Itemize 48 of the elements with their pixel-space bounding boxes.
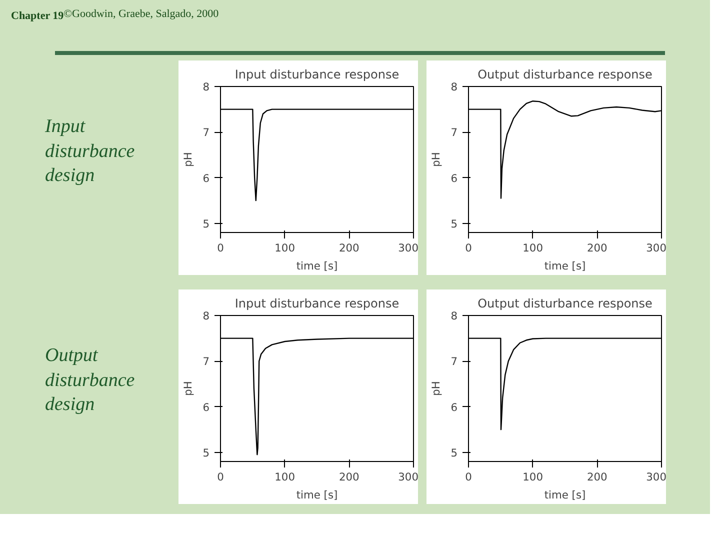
x-tick-label: 300 (646, 470, 667, 484)
x-axis-title: time [s] (296, 488, 338, 502)
x-tick-label: 200 (338, 470, 360, 484)
x-tick-label: 300 (646, 242, 667, 254)
y-tick-label: 6 (202, 172, 210, 185)
y-tick-label: 5 (450, 446, 458, 460)
y-tick-label: 7 (450, 126, 458, 140)
x-tick-label: 0 (465, 470, 472, 484)
chart-title: Output disturbance response (478, 296, 652, 310)
y-axis-title: pH (430, 381, 443, 396)
x-tick-label: 200 (586, 242, 608, 254)
x-tick-label: 300 (398, 470, 419, 484)
x-tick-label: 100 (274, 242, 296, 254)
x-axis-title: time [s] (544, 488, 586, 502)
chart-title: Input disturbance response (234, 296, 400, 310)
text: Output disturbance design (45, 344, 136, 418)
x-tick-label: 0 (465, 242, 472, 254)
x-tick-label: 100 (522, 470, 544, 484)
x-axis-title: time [s] (296, 260, 338, 272)
y-tick-label: 8 (450, 80, 458, 94)
x-tick-label: 200 (338, 242, 360, 254)
x-axis-title: time [s] (544, 260, 586, 272)
y-tick-label: 8 (202, 310, 210, 322)
y-tick-label: 5 (202, 446, 210, 460)
x-tick-label: 300 (398, 242, 419, 254)
text: Chapter 19 (11, 10, 64, 22)
chart-title: Output disturbance response (478, 68, 652, 82)
y-tick-label: 7 (202, 355, 210, 368)
y-tick-label: 8 (450, 310, 458, 322)
x-tick-label: 200 (586, 470, 608, 484)
y-tick-label: 7 (450, 355, 458, 368)
text: ©Goodwin, Graebe, Salgado, 2000 (64, 7, 219, 22)
x-tick-label: 0 (217, 470, 224, 484)
y-tick-label: 7 (202, 126, 210, 140)
y-tick-label: 6 (450, 400, 458, 414)
y-tick-label: 5 (450, 217, 458, 230)
x-tick-label: 0 (217, 242, 224, 254)
y-tick-label: 6 (450, 172, 458, 185)
y-tick-label: 6 (202, 400, 210, 414)
y-axis-title: pH (430, 152, 443, 167)
y-tick-label: 5 (202, 217, 210, 230)
y-axis-title: pH (182, 381, 195, 396)
chart-title: Input disturbance response (234, 68, 400, 82)
x-tick-label: 100 (274, 470, 296, 484)
x-tick-label: 100 (522, 242, 544, 254)
y-axis-title: pH (182, 152, 195, 167)
y-tick-label: 8 (202, 80, 210, 94)
text: Input disturbance design (45, 115, 136, 188)
